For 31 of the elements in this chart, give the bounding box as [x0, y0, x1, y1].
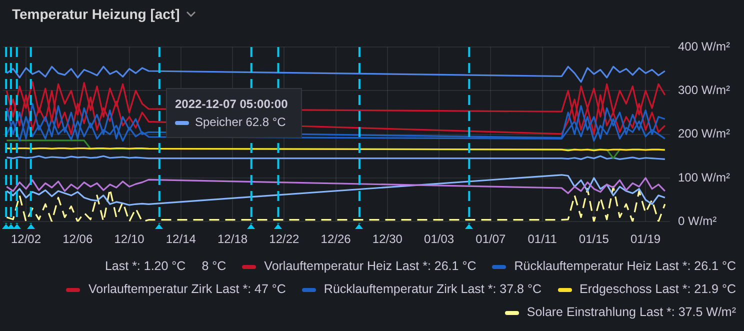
y-tick-label: 100 W/m²: [678, 170, 730, 184]
y-tick-label: 300 W/m²: [678, 82, 730, 97]
legend-label: Vorlauftemperatur Heiz Last *: 26.1 °C: [264, 258, 476, 275]
text: 8 °C: [202, 258, 226, 275]
x-tick-label: 01/07: [476, 232, 506, 246]
x-tick-label: 01/11: [528, 232, 558, 246]
tooltip: 2022-12-07 05:00:00 Speicher 62.8 °C: [166, 88, 302, 138]
x-tick-label: 12/10: [114, 232, 145, 246]
y-tick-label: 400 W/m²: [678, 39, 730, 54]
y-tick-label: 200 W/m²: [678, 126, 730, 141]
legend-label: Solare Einstrahlung Last *: 37.5 W/m²: [526, 304, 736, 321]
annotation: Speicher 62.8 °C: [195, 115, 286, 129]
legend-label: Erdgeschoss Last *: 21.9 °C: [580, 281, 736, 298]
text: Last *: 1.20 °C: [104, 258, 186, 275]
y-tick-label: 0 W/m²: [678, 214, 717, 228]
legend-label: Vorlauftemperatur Zirk Last *: 47 °C: [88, 281, 286, 298]
x-tick-label: 01/15: [578, 232, 610, 246]
chart-title: Temperatur Heizung [act]: [12, 6, 180, 22]
annotation: 2022-12-07 05:00:00: [175, 96, 289, 113]
x-tick-label: 12/02: [11, 232, 42, 246]
line-series: [6, 186, 666, 222]
x-tick-label: 12/18: [218, 232, 248, 246]
legend-label: Rücklauftemperatur Heiz Last *: 26.1 °C: [514, 258, 736, 275]
x-tick-label: 12/26: [320, 232, 352, 246]
x-tick-label: 12/06: [62, 232, 93, 246]
x-tick-label: 12/14: [166, 232, 196, 246]
legend-label: Rücklauftemperatur Zirk Last *: 37.8 °C: [324, 281, 542, 298]
x-tick-label: 01/19: [630, 232, 661, 246]
x-tick-label: 01/03: [424, 232, 454, 246]
x-tick-label: 12/22: [269, 232, 300, 246]
x-tick-label: 12/30: [372, 232, 403, 246]
